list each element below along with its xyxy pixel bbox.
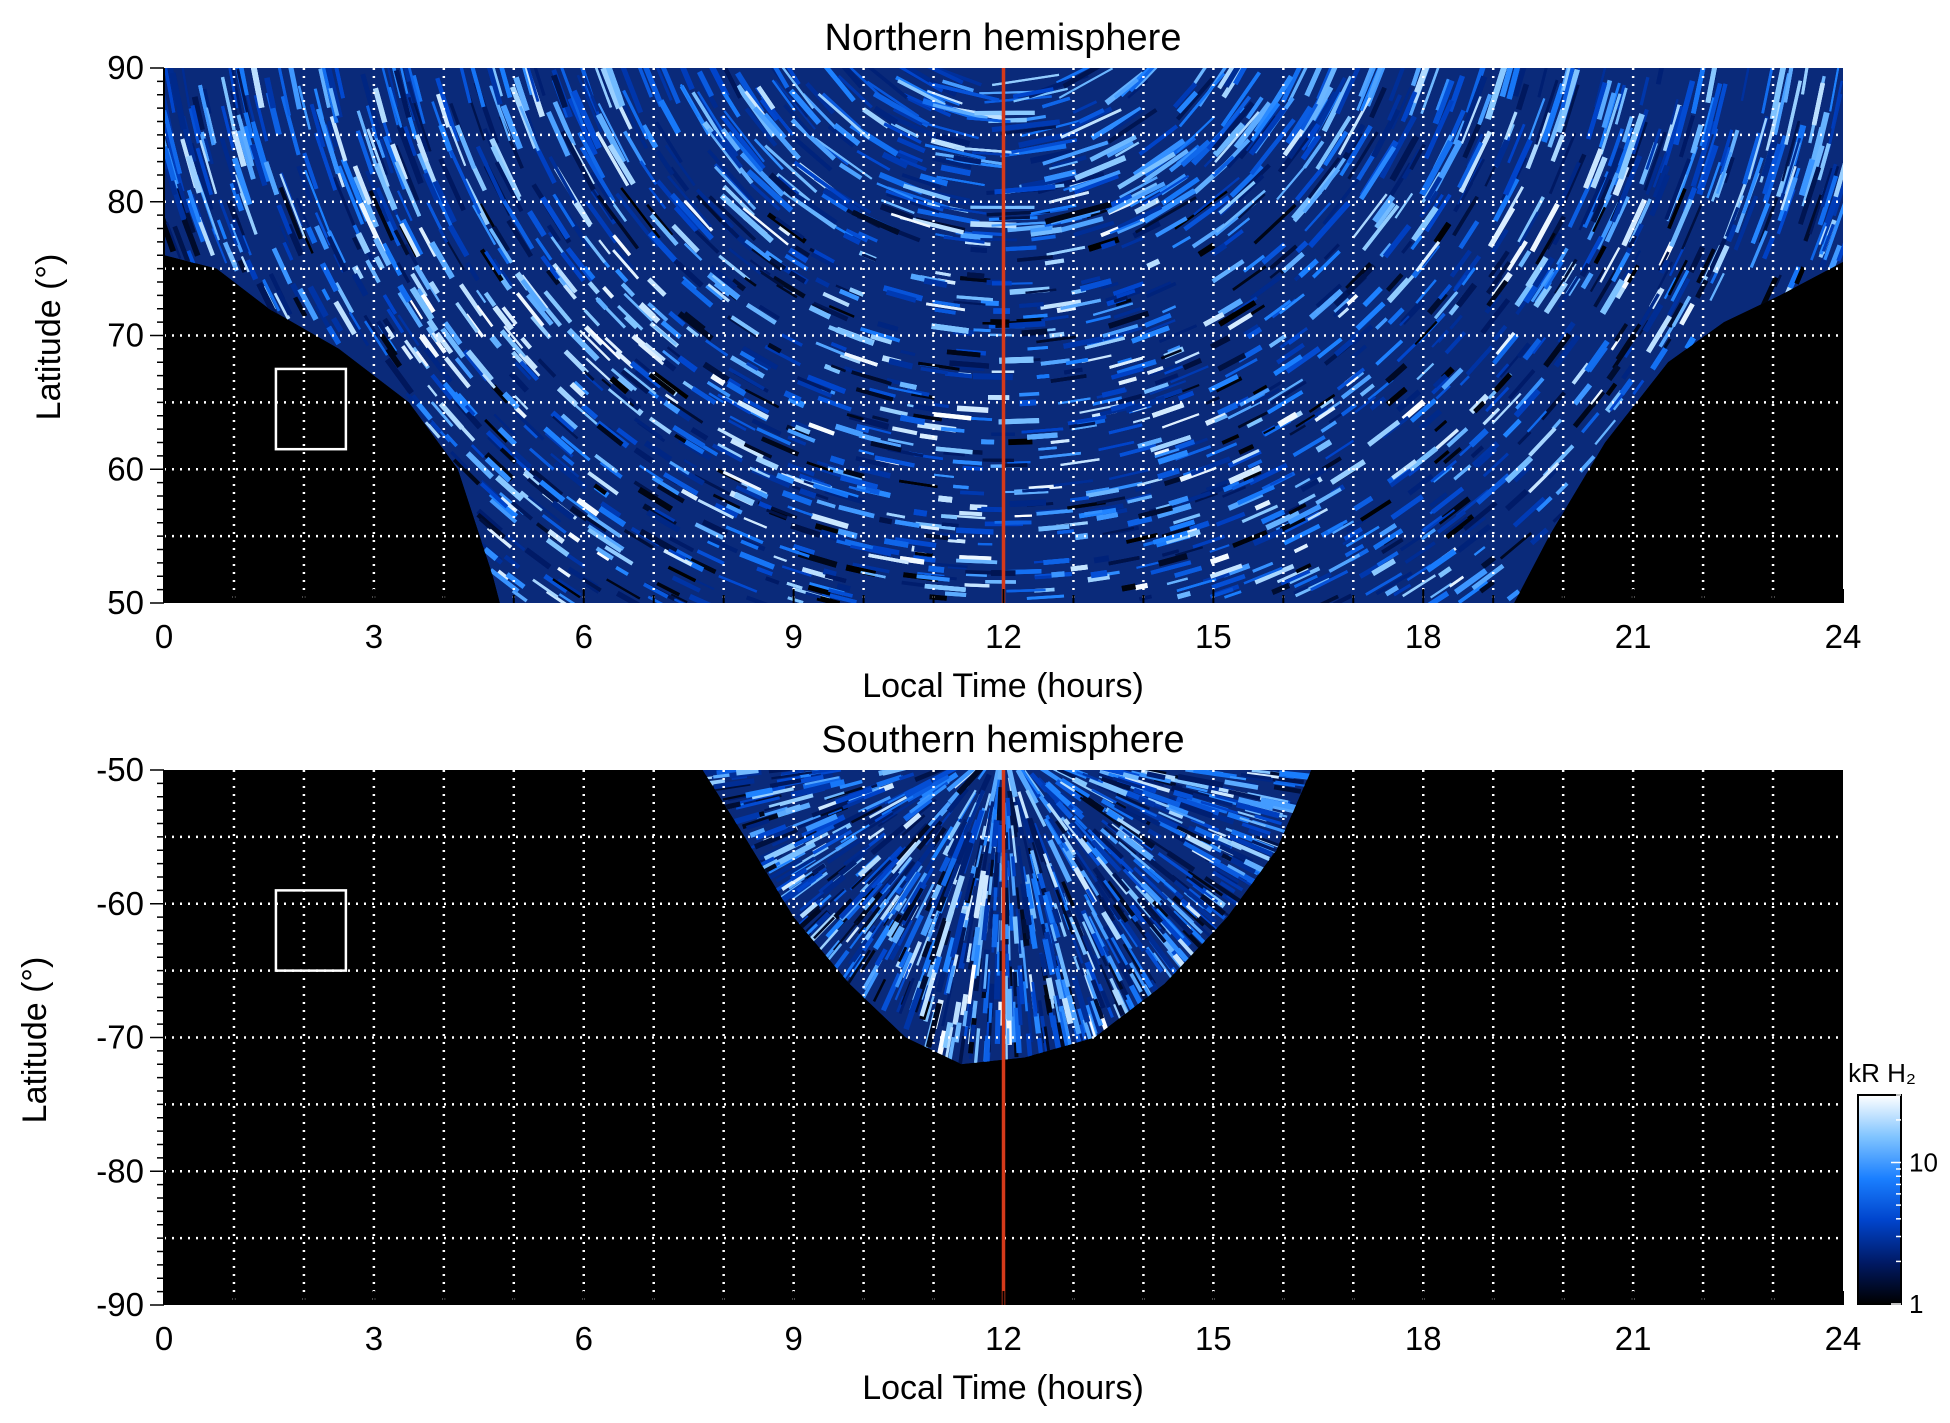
y-tick-label: 90 [107,49,144,86]
colorbar-tick-label: 10 [1909,1148,1938,1178]
y-tick-label: -70 [96,1019,144,1056]
x-tick-label: 0 [155,1320,173,1357]
x-axis-label: Local Time (hours) [862,1369,1144,1407]
x-tick-label: 24 [1825,1320,1862,1357]
x-tick-label: 9 [784,618,802,655]
x-tick-label: 6 [575,618,593,655]
x-tick-label: 12 [985,618,1022,655]
y-tick-label: 60 [107,450,144,487]
x-tick-label: 3 [365,1320,383,1357]
colorbar-tick-label: 1 [1909,1289,1923,1319]
x-tick-label: 24 [1825,618,1862,655]
panel-title: Southern hemisphere [821,719,1184,761]
y-tick-label: 70 [107,317,144,354]
region-box [274,889,348,972]
y-axis-label: Latitude (°) [16,957,54,1124]
colorbar-ticks: 10 1 [1891,1094,1938,1319]
panel-title: Northern hemisphere [825,17,1182,59]
axes: 0 3 6 9 12 15 18 21 24 -50 -60 -70 -80 -90 [96,751,1861,1357]
axes: 0 3 6 9 12 15 18 21 24 50 60 70 80 90 [107,49,1861,655]
y-tick-label: -50 [96,751,144,788]
y-tick-label: 80 [107,183,144,220]
plot-area: 0 3 6 9 12 15 18 21 24 -50 -60 -70 -80 -90 [96,751,1861,1357]
y-tick-label: -80 [96,1152,144,1189]
x-tick-label: 12 [985,1320,1022,1357]
x-tick-label: 21 [1615,618,1652,655]
x-tick-label: 9 [784,1320,802,1357]
x-tick-label: 15 [1195,1320,1232,1357]
x-axis-label: Local Time (hours) [862,667,1144,705]
y-tick-label: 50 [107,584,144,621]
x-tick-label: 18 [1405,1320,1442,1357]
y-axis-label: Latitude (°) [30,254,68,421]
y-tick-label: -60 [96,885,144,922]
colorbar-gradient [1857,1094,1902,1305]
southern-hemisphere-panel: Southern hemisphere 0 3 6 9 12 15 18 21 24 -50 -60… [16,719,1861,1407]
y-tick-label: -90 [96,1286,144,1323]
x-tick-label: 3 [365,618,383,655]
x-tick-label: 0 [155,618,173,655]
northern-hemisphere-panel: Northern hemisphere 0 3 6 9 12 15 18 21 24 50 60 70… [30,17,1861,705]
x-tick-label: 21 [1615,1320,1652,1357]
region-box [274,367,348,451]
colorbar-label: kR H₂ [1848,1058,1916,1088]
x-tick-label: 6 [575,1320,593,1357]
plot-area: 0 3 6 9 12 15 18 21 24 50 60 70 80 90 [107,49,1861,655]
x-tick-label: 18 [1405,618,1442,655]
x-tick-label: 15 [1195,618,1232,655]
colorbar: kR H₂ 10 1 [1848,1058,1938,1319]
